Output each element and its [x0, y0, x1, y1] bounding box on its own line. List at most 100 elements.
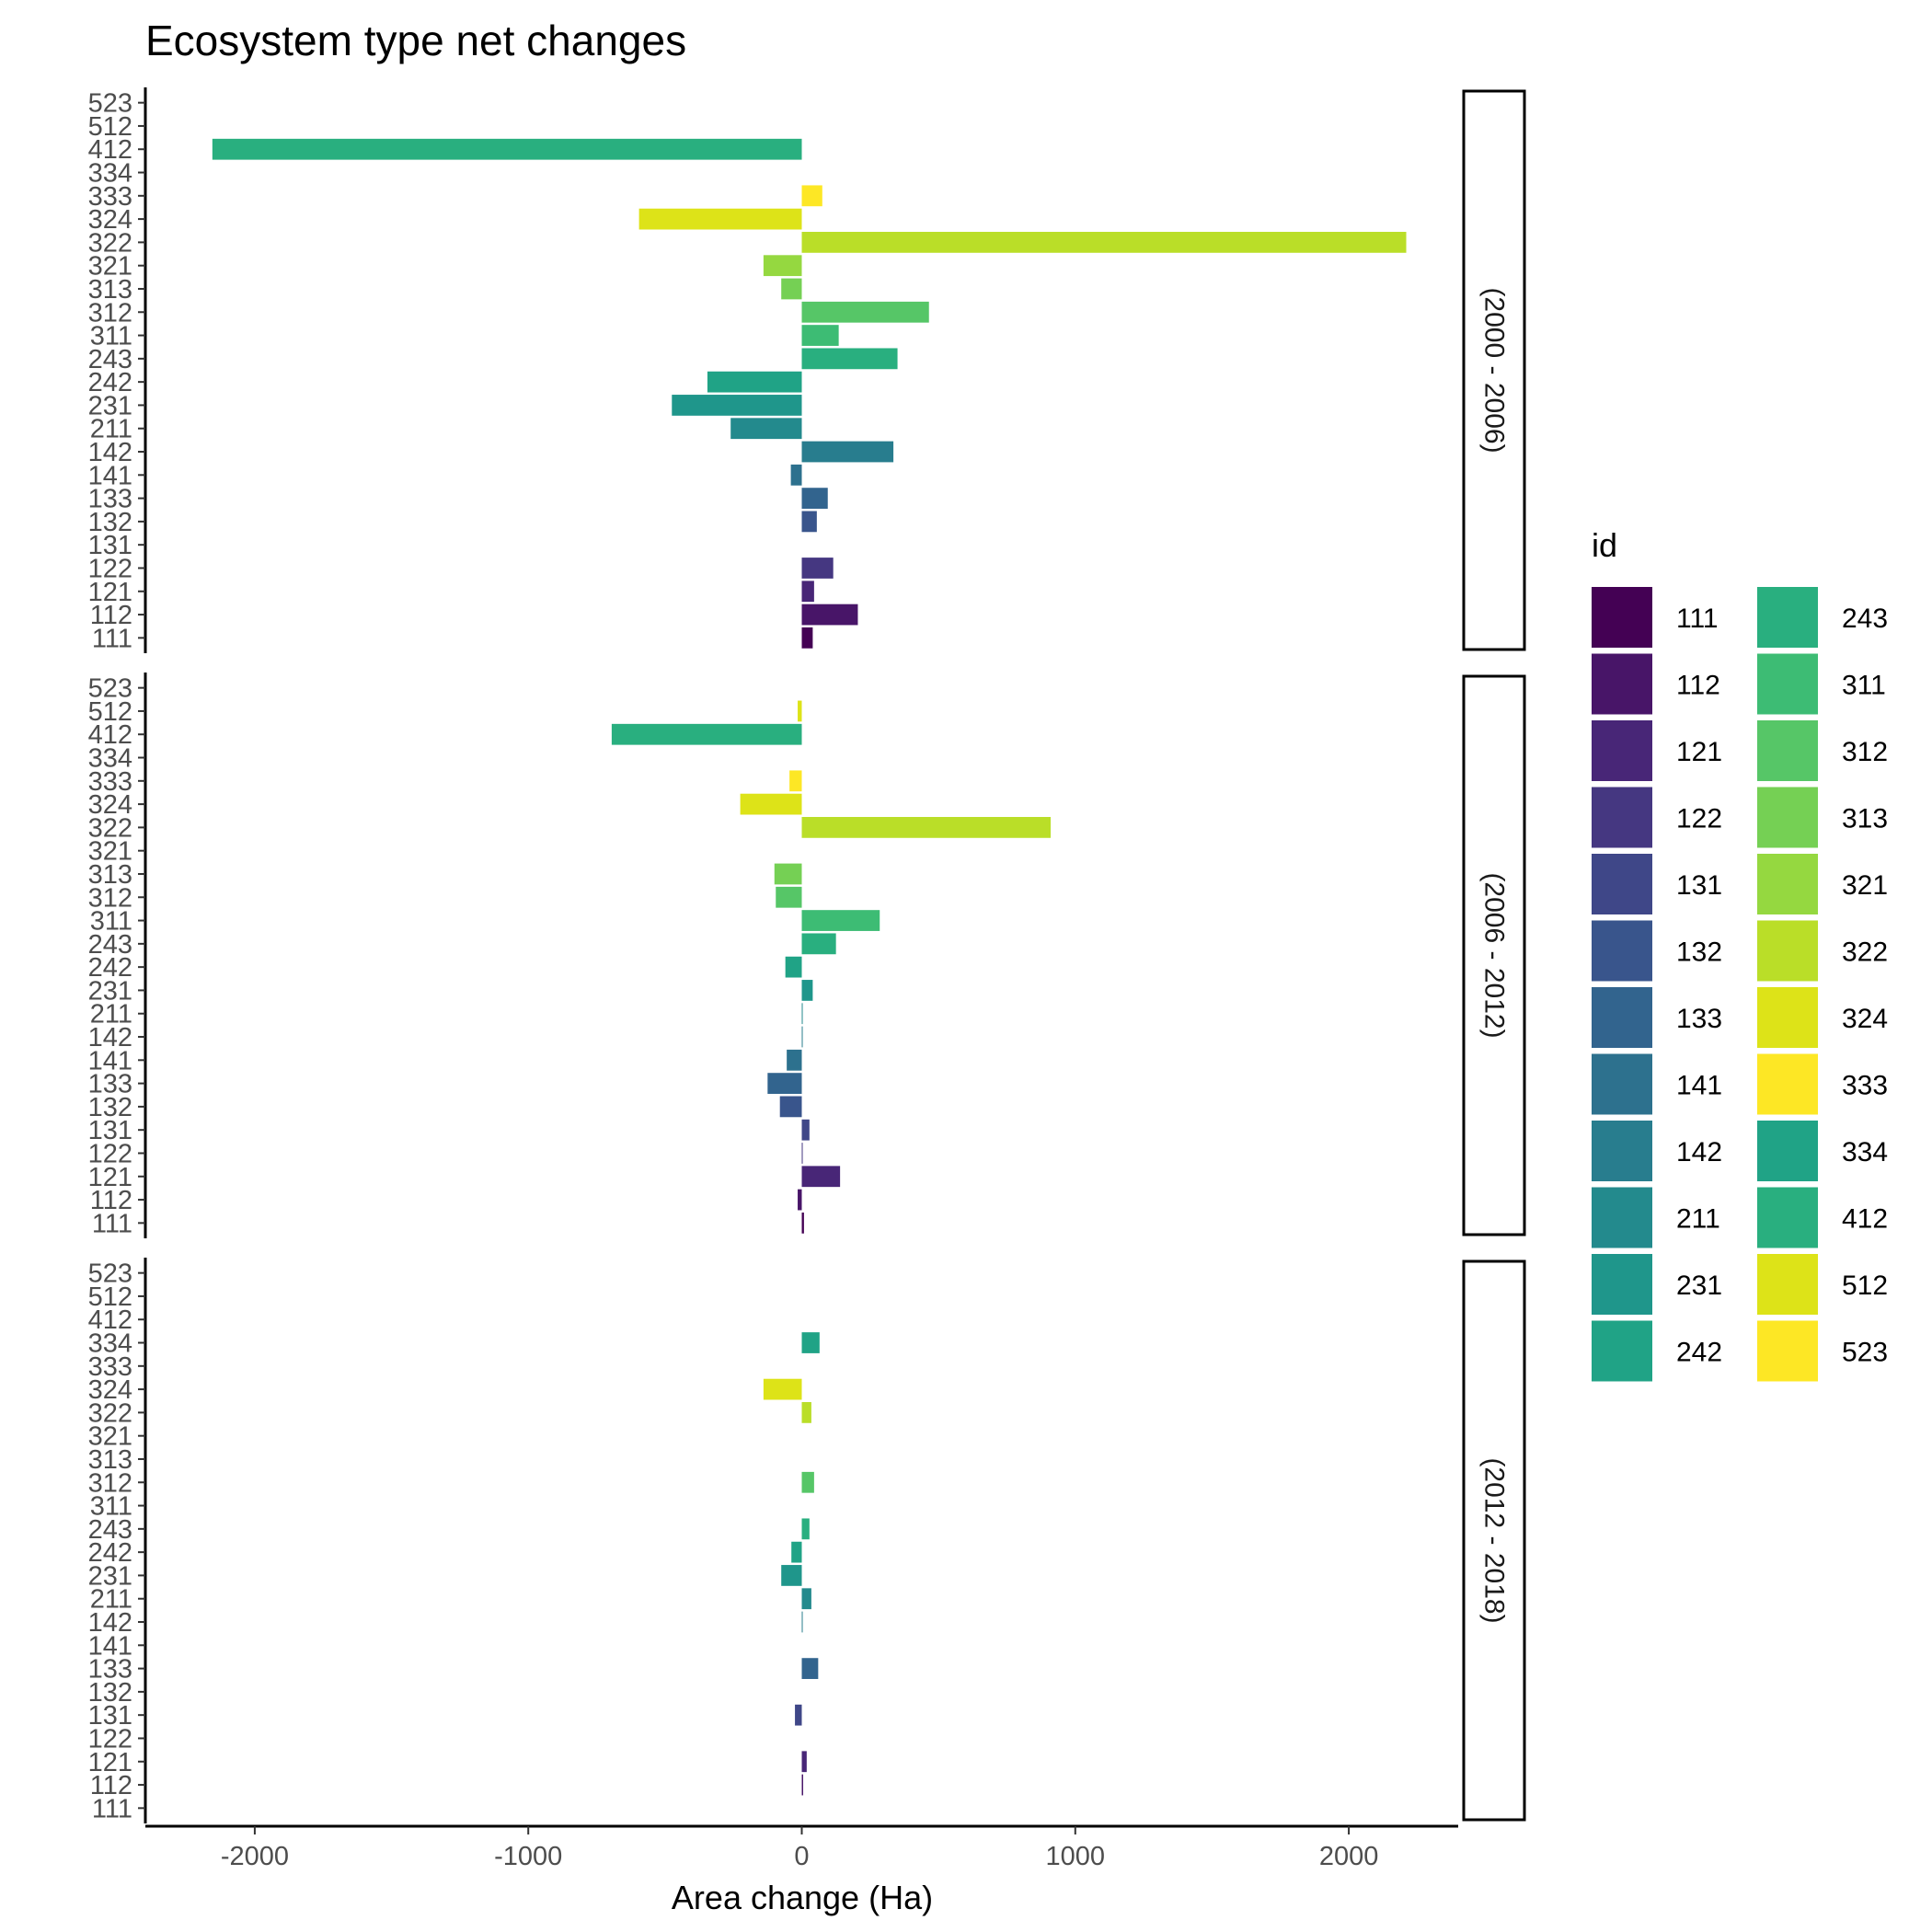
bar-122	[801, 558, 834, 579]
y-tick-label: 311	[90, 1492, 132, 1522]
bar-311	[801, 910, 880, 931]
bar-121	[801, 1751, 807, 1773]
y-tick-label: 111	[92, 1209, 132, 1238]
bar-211	[801, 1588, 811, 1610]
y-tick-label: 312	[88, 883, 132, 913]
y-tick-label: 141	[88, 461, 132, 490]
y-tick-label: 142	[88, 1608, 132, 1638]
y-tick-label: 321	[88, 1422, 132, 1452]
y-tick-label: 334	[88, 744, 132, 774]
y-tick-label: 313	[88, 275, 132, 305]
legend-label: 211	[1676, 1204, 1720, 1235]
y-tick-label: 333	[88, 182, 132, 212]
y-tick-label: 121	[88, 1163, 132, 1192]
y-tick-label: 122	[88, 1724, 132, 1754]
y-tick-label: 132	[88, 1678, 132, 1708]
y-tick-label: 142	[88, 1023, 132, 1052]
legend-label: 133	[1676, 1004, 1722, 1034]
legend-label: 334	[1842, 1137, 1888, 1167]
y-tick-label: 141	[88, 1631, 132, 1661]
y-tick-label: 122	[88, 1139, 132, 1168]
bar-112	[801, 604, 858, 626]
y-tick-label: 231	[88, 1561, 132, 1591]
bar-211	[730, 418, 802, 440]
legend-swatch-131	[1592, 854, 1652, 914]
y-tick-label: 523	[88, 89, 132, 119]
legend-swatch-231	[1592, 1254, 1652, 1315]
bar-122	[801, 1143, 803, 1164]
bar-313	[781, 278, 802, 300]
bar-141	[787, 1049, 802, 1071]
y-tick-label: 313	[88, 1445, 132, 1475]
y-tick-label: 142	[88, 438, 132, 467]
legend-swatch-111	[1592, 587, 1652, 648]
y-tick-label: 131	[88, 1701, 132, 1731]
bar-322	[801, 232, 1407, 253]
y-tick-label: 512	[88, 1282, 132, 1312]
bar-112	[801, 1774, 803, 1796]
legend-swatch-112	[1592, 653, 1652, 715]
bar-333	[789, 770, 802, 792]
legend-swatch-141	[1592, 1053, 1652, 1115]
legend-label: 112	[1676, 671, 1720, 701]
y-tick-label: 324	[88, 205, 132, 235]
bar-412	[611, 723, 802, 745]
legend-swatch-243	[1757, 587, 1818, 648]
bar-131	[795, 1704, 802, 1726]
legend-swatch-322	[1757, 920, 1818, 982]
legend-label: 412	[1842, 1204, 1888, 1235]
bar-313	[774, 863, 802, 885]
legend-swatch-132	[1592, 920, 1652, 982]
bar-243	[801, 1518, 810, 1540]
bar-312	[801, 301, 929, 323]
bar-324	[740, 793, 802, 815]
y-tick-label: 523	[88, 1259, 132, 1289]
legend-label: 312	[1842, 737, 1888, 767]
legend-label: 142	[1676, 1137, 1722, 1167]
bar-111	[801, 627, 813, 649]
bar-142	[801, 1611, 803, 1633]
y-tick-label: 112	[90, 1771, 132, 1800]
bar-242	[791, 1541, 802, 1563]
bar-141	[790, 464, 802, 486]
legend-swatch-324	[1757, 987, 1818, 1048]
y-tick-label: 322	[88, 1398, 132, 1428]
bar-121	[801, 581, 814, 603]
bar-142	[801, 441, 894, 463]
y-tick-label: 333	[88, 767, 132, 797]
legend-label: 242	[1676, 1338, 1722, 1368]
bar-132	[779, 1096, 802, 1118]
y-tick-label: 312	[88, 1468, 132, 1498]
legend-label: 321	[1842, 870, 1888, 901]
bar-242	[785, 956, 802, 978]
legend-swatch-312	[1757, 720, 1818, 781]
y-tick-label: 141	[88, 1046, 132, 1075]
bar-334	[801, 1332, 820, 1353]
facet-strip-label: (2012 - 2018)	[1479, 1457, 1510, 1623]
bar-112	[798, 1189, 802, 1211]
legend-label: 132	[1676, 937, 1722, 968]
y-tick-label: 112	[90, 601, 132, 630]
bar-242	[707, 371, 802, 393]
bar-312	[776, 886, 802, 908]
y-tick-label: 243	[88, 345, 132, 374]
legend-label: 141	[1676, 1071, 1722, 1101]
bar-321	[763, 255, 802, 277]
legend-swatch-313	[1757, 787, 1818, 848]
bar-211	[801, 1003, 803, 1025]
y-tick-label: 321	[88, 837, 132, 867]
legend-swatch-121	[1592, 720, 1652, 781]
bar-512	[798, 700, 802, 722]
y-tick-label: 122	[88, 554, 132, 583]
legend-label: 111	[1676, 604, 1719, 634]
y-tick-label: 412	[88, 720, 132, 750]
legend-label: 313	[1842, 804, 1888, 834]
y-tick-label: 131	[88, 1116, 132, 1145]
x-axis: -2000 -1000 0 1000 2000	[145, 1824, 1458, 1871]
facet-strip-label: (2000 - 2006)	[1479, 287, 1510, 453]
legend-swatch-122	[1592, 787, 1652, 848]
y-tick-label: 312	[88, 298, 132, 328]
y-tick-label: 412	[88, 1305, 132, 1335]
y-tick-label: 324	[88, 1375, 132, 1405]
